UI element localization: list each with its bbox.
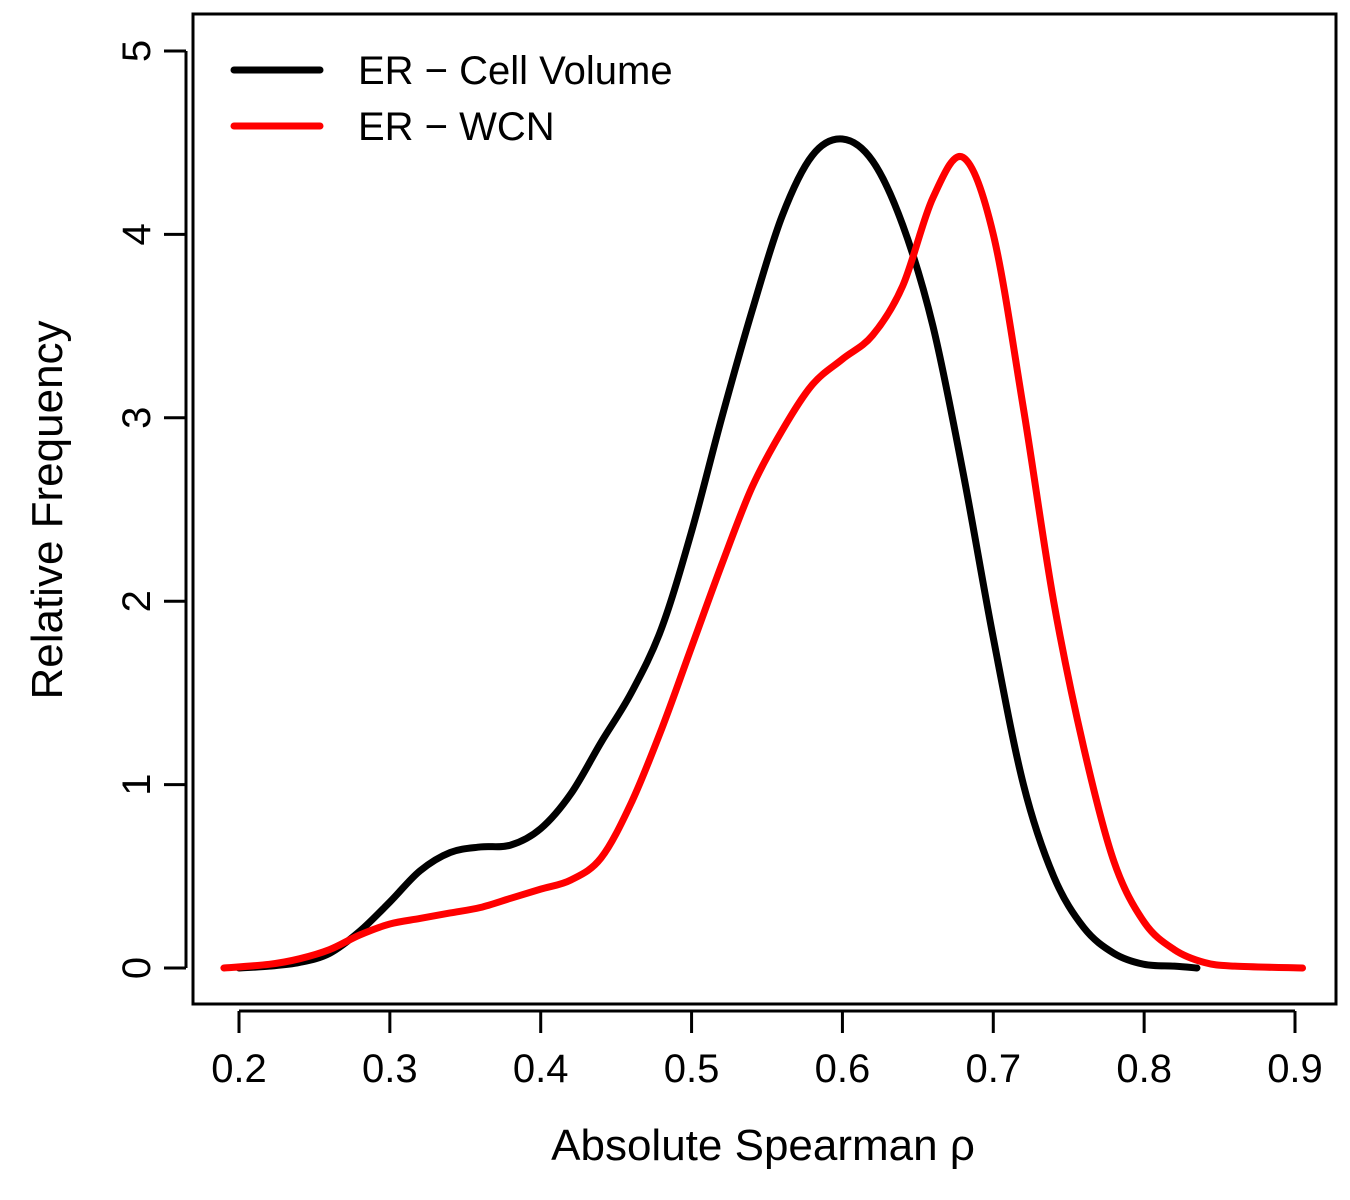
- x-tick-label: 0.2: [211, 1047, 267, 1091]
- series-layer: [220, 135, 1307, 972]
- series-line-wcn: [220, 153, 1307, 972]
- x-tick-label: 0.3: [362, 1047, 418, 1091]
- legend-label-cell-volume: ER − Cell Volume: [358, 49, 673, 93]
- x-tick-label: 0.6: [815, 1047, 871, 1091]
- y-tick-label: 3: [115, 407, 159, 429]
- x-tick-label: 0.5: [664, 1047, 720, 1091]
- x-tick-label: 0.4: [513, 1047, 569, 1091]
- legend: ER − Cell Volume ER − WCN: [230, 49, 673, 149]
- plot-frame: [191, 12, 1338, 1006]
- y-tick-label: 1: [115, 773, 159, 795]
- y-tick-label: 5: [115, 40, 159, 62]
- x-axis: 0.2 0.3 0.4 0.5 0.6 0.7 0.8 0.9: [211, 1009, 1323, 1091]
- y-tick-label: 2: [115, 590, 159, 612]
- x-tick-label: 0.7: [965, 1047, 1021, 1091]
- y-tick-label: 4: [115, 223, 159, 245]
- x-tick-label: 0.9: [1267, 1047, 1323, 1091]
- y-axis-title: Relative Frequency: [23, 320, 72, 699]
- y-axis: 0 1 2 3 4 5: [115, 40, 188, 979]
- x-axis-title: Absolute Spearman ρ: [551, 1121, 975, 1170]
- series-line-cell-volume: [235, 135, 1201, 972]
- y-tick-label: 0: [115, 957, 159, 979]
- legend-label-wcn: ER − WCN: [358, 105, 555, 149]
- x-tick-label: 0.8: [1116, 1047, 1172, 1091]
